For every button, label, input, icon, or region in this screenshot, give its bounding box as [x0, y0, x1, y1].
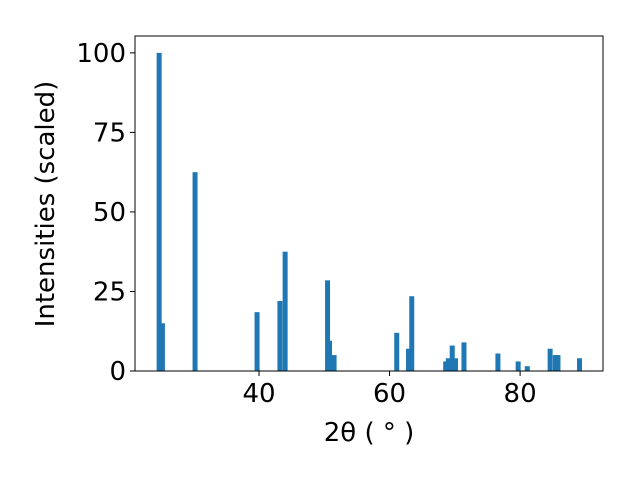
- bar: [443, 361, 449, 371]
- bar: [277, 301, 283, 371]
- bar: [192, 172, 198, 371]
- bar: [445, 358, 451, 371]
- bar: [394, 332, 400, 371]
- bar: [405, 348, 411, 371]
- bar: [524, 366, 530, 371]
- bar: [325, 280, 331, 371]
- bar: [254, 312, 260, 371]
- bar: [327, 340, 333, 371]
- bar: [495, 353, 501, 371]
- x-tick-label: 60: [373, 379, 406, 409]
- x-tick-label: 40: [242, 379, 275, 409]
- bar: [552, 355, 558, 371]
- y-tick-label: 25: [93, 277, 126, 307]
- bar: [331, 355, 337, 371]
- y-axis-label: Intensities (scaled): [31, 81, 61, 328]
- bar: [515, 361, 521, 371]
- bar: [282, 251, 288, 371]
- y-tick-label: 0: [109, 357, 126, 387]
- bar: [156, 52, 162, 371]
- bar: [577, 358, 583, 371]
- x-tick-label: 80: [504, 379, 537, 409]
- x-axis-label: 2θ ( ° ): [324, 418, 415, 448]
- bar: [449, 345, 455, 371]
- bar: [159, 323, 165, 371]
- bar: [452, 358, 458, 371]
- bar: [409, 296, 415, 371]
- plot-frame: [134, 35, 604, 372]
- y-tick-label: 75: [93, 118, 126, 148]
- bar: [555, 355, 561, 371]
- y-tick-label: 100: [76, 39, 126, 69]
- bar: [547, 348, 553, 371]
- y-tick-label: 50: [93, 198, 126, 228]
- bar: [461, 342, 467, 371]
